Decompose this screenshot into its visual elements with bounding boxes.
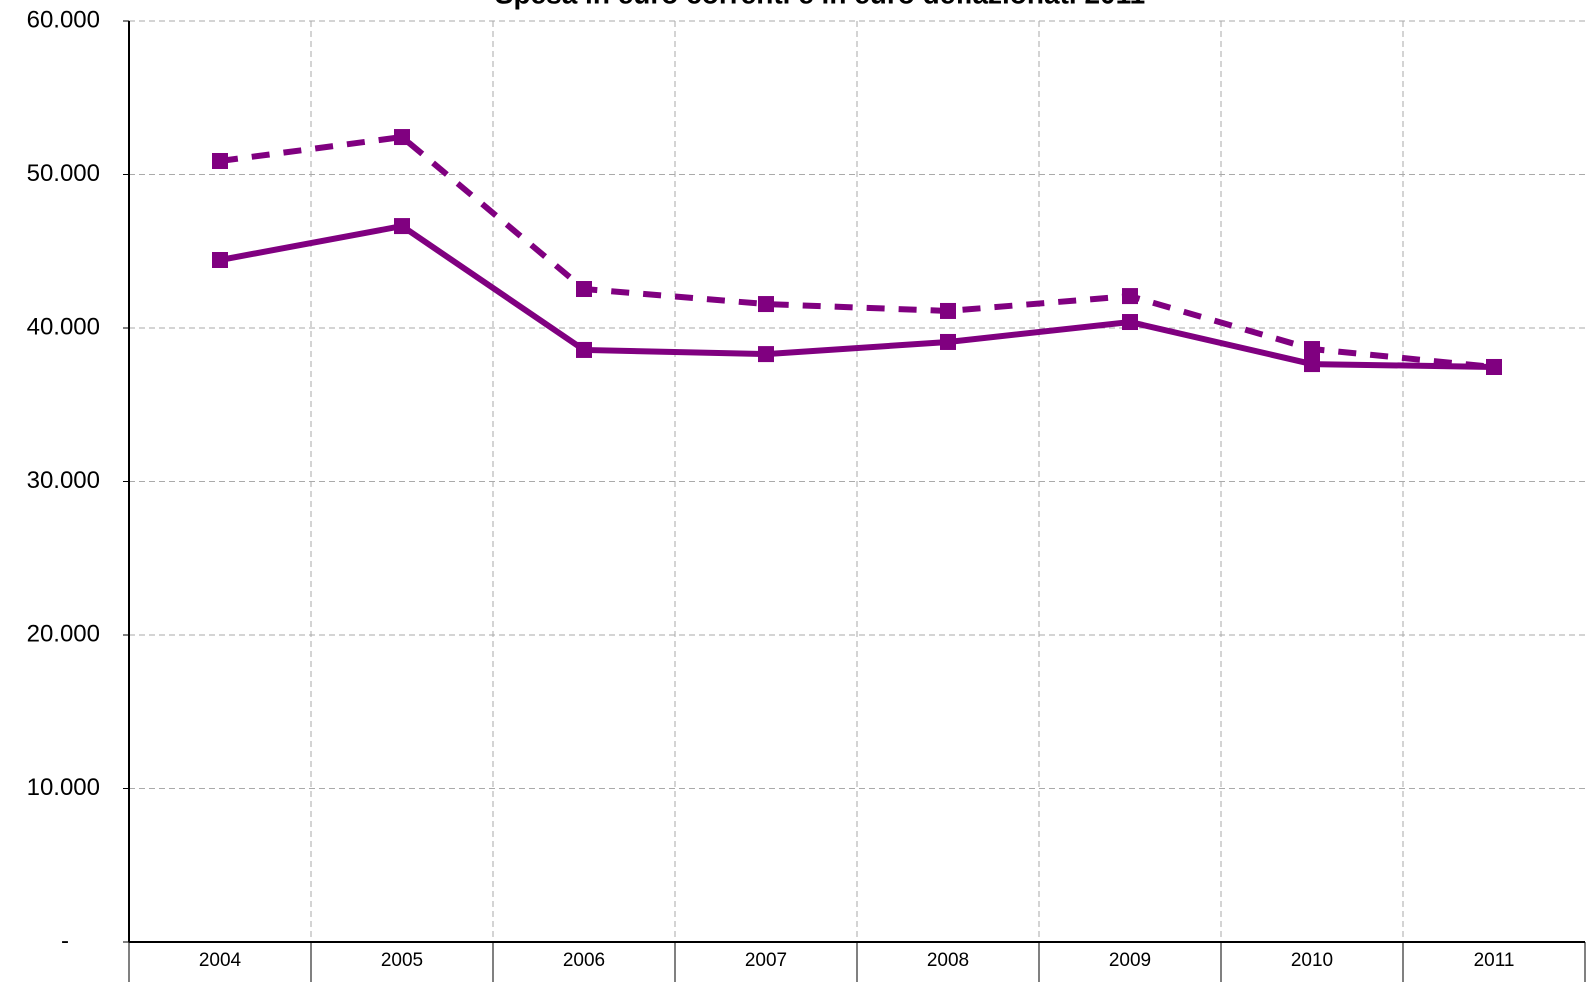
chart-title: Spesa in euro correnti e in euro deflazi… <box>495 0 1145 9</box>
y-tick-label: 40.000 <box>27 313 100 340</box>
x-tick-label: 2009 <box>1109 950 1151 971</box>
marker <box>1486 358 1502 375</box>
marker <box>758 346 774 363</box>
marker <box>940 302 956 319</box>
marker <box>212 251 228 268</box>
marker <box>758 296 774 313</box>
x-tick-label: 2010 <box>1291 950 1333 971</box>
marker <box>394 218 410 235</box>
marker <box>576 281 592 298</box>
y-tick-label: 50.000 <box>27 160 100 187</box>
y-tick-label: - <box>61 927 69 954</box>
x-tick-label: 2005 <box>381 950 423 971</box>
marker <box>212 152 228 169</box>
marker <box>1304 356 1320 373</box>
marker <box>1122 314 1138 331</box>
marker <box>940 333 956 350</box>
x-tick-label: 2011 <box>1474 950 1515 971</box>
x-tick-label: 2006 <box>563 950 605 971</box>
y-tick-label: 20.000 <box>27 620 100 647</box>
y-tick-label: 10.000 <box>27 774 100 801</box>
x-tick-label: 2008 <box>927 950 969 971</box>
marker <box>394 129 410 146</box>
marker <box>1304 341 1320 358</box>
series-line <box>219 222 1495 370</box>
y-tick-label: 30.000 <box>27 467 100 494</box>
marker <box>576 341 592 358</box>
x-tick-label: 2007 <box>745 950 787 971</box>
marker <box>1122 288 1138 305</box>
x-tick-label: 2004 <box>199 950 242 971</box>
series-line <box>219 133 1495 370</box>
y-tick-label: 60.000 <box>27 6 100 33</box>
